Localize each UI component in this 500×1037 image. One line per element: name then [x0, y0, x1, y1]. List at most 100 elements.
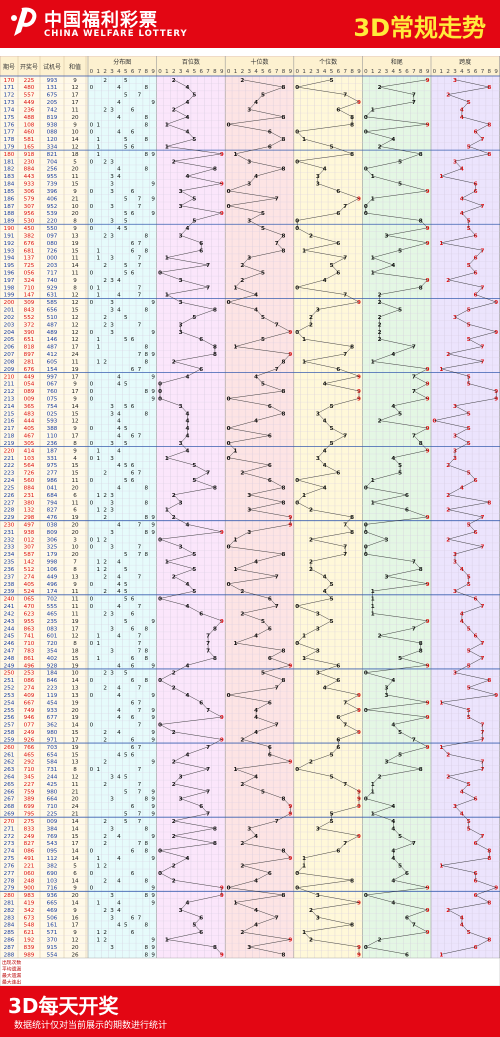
trend-mark: 7: [275, 196, 279, 202]
sum-cell: 24: [71, 352, 79, 358]
period-cell: 188: [4, 211, 15, 217]
trial-cell: 256: [47, 167, 58, 173]
digit-label: 2: [103, 69, 107, 75]
trial-cell: 075: [47, 396, 58, 402]
trend-mark: 2: [446, 493, 450, 499]
trend-mark: 2: [240, 782, 244, 788]
trial-cell: 846: [47, 678, 58, 684]
period-cell: 257: [4, 723, 15, 729]
trend-mark: 0: [364, 671, 368, 677]
sum-cell: 11: [71, 107, 79, 113]
sum-cell: 17: [71, 374, 79, 380]
trend-mark: 2: [172, 878, 176, 884]
distribution-mark: 0: [90, 537, 94, 543]
distribution-mark: 6: [131, 107, 135, 113]
distribution-mark: 2: [103, 938, 107, 944]
distribution-mark: 2: [103, 611, 107, 617]
trend-mark: 9: [288, 856, 292, 862]
draw-cell: 142: [24, 560, 35, 566]
trend-mark: 0: [158, 270, 162, 276]
trend-mark: 6: [199, 367, 203, 373]
trial-cell: 675: [47, 93, 58, 99]
distribution-mark: 4: [117, 834, 121, 840]
distribution-mark: 0: [90, 159, 94, 165]
draw-cell: 305: [24, 441, 35, 447]
trend-mark: 6: [199, 804, 203, 810]
trend-mark: 4: [460, 923, 464, 929]
distribution-mark: 0: [90, 723, 94, 729]
trend-mark: 9: [288, 352, 292, 358]
trend-mark: 8: [282, 678, 286, 684]
trend-mark: 8: [282, 115, 286, 121]
distribution-mark: 3: [110, 648, 114, 654]
distribution-mark: 6: [131, 656, 135, 662]
trend-mark: 7: [343, 841, 347, 847]
distribution-mark: 6: [131, 930, 135, 936]
period-cell: 199: [4, 293, 15, 299]
period-cell: 221: [4, 456, 15, 462]
sum-cell: 9: [73, 930, 77, 936]
trend-mark: 4: [186, 856, 190, 862]
trend-mark: 0: [227, 122, 231, 128]
digit-label: 6: [131, 69, 135, 75]
trend-mark: 7: [343, 723, 347, 729]
distribution-mark: 3: [110, 182, 114, 188]
sum-cell: 17: [71, 923, 79, 929]
draw-cell: 483: [24, 411, 35, 417]
trend-mark: 6: [268, 656, 272, 662]
draw-cell: 488: [24, 115, 35, 121]
trend-mark: 6: [268, 700, 272, 706]
trial-cell: 083: [47, 626, 58, 632]
period-cell: 217: [4, 426, 15, 432]
trend-mark: 8: [213, 352, 217, 358]
trend-mark: 8: [282, 85, 286, 91]
period-cell: 197: [4, 278, 15, 284]
trend-mark: 5: [467, 471, 471, 477]
period-cell: 267: [4, 797, 15, 803]
trend-mark: 7: [480, 656, 484, 662]
draw-cell: 470: [24, 604, 35, 610]
sum-cell: 3: [73, 537, 77, 543]
sum-cell: 20: [71, 945, 79, 951]
distribution-mark: 8: [145, 826, 149, 832]
trend-mark: 0: [364, 893, 368, 899]
distribution-mark: 7: [138, 700, 142, 706]
distribution-mark: 3: [110, 300, 114, 306]
digit-label: 7: [206, 69, 210, 75]
distribution-mark: 5: [124, 93, 128, 99]
distribution-mark: 4: [117, 448, 121, 454]
draw-cell: 460: [24, 130, 35, 136]
distribution-mark: 8: [145, 389, 149, 395]
period-cell: 250: [4, 671, 15, 677]
period-cell: 172: [4, 93, 15, 99]
trial-cell: 605: [47, 359, 58, 365]
trend-mark: 4: [254, 560, 258, 566]
sum-cell: 14: [71, 678, 79, 684]
distribution-mark: 2: [103, 508, 107, 514]
trend-mark: 9: [357, 730, 361, 736]
distribution-mark: 1: [97, 508, 101, 514]
trend-mark: 6: [474, 270, 478, 276]
digit-label: 3: [385, 69, 389, 75]
trend-mark: 3: [453, 560, 457, 566]
distribution-mark: 7: [138, 686, 142, 692]
trend-mark: 7: [206, 471, 210, 477]
distribution-mark: 1: [97, 256, 101, 262]
trend-mark: 9: [494, 886, 498, 892]
distribution-mark: 5: [124, 382, 128, 388]
distribution-mark: 9: [151, 619, 155, 625]
trend-mark: 8: [282, 248, 286, 254]
period-cell: 239: [4, 589, 15, 595]
trend-mark: 3: [316, 308, 320, 314]
distribution-mark: 3: [110, 278, 114, 284]
trend-mark: 1: [302, 248, 306, 254]
distribution-mark: 3: [110, 233, 114, 239]
trend-mark: 7: [343, 700, 347, 706]
trend-mark: 3: [179, 797, 183, 803]
distribution-mark: 2: [103, 359, 107, 365]
period-cell: 253: [4, 693, 15, 699]
trend-mark: 4: [460, 812, 464, 818]
trial-cell: 928: [47, 663, 58, 669]
distribution-mark: 5: [124, 426, 128, 432]
draw-cell: 581: [24, 137, 35, 143]
